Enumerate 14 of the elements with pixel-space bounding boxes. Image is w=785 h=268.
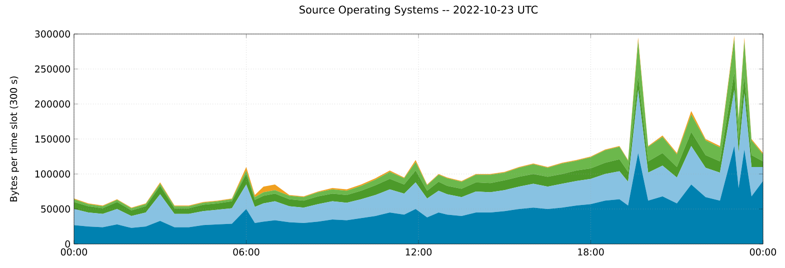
y-tick-label: 150000	[35, 135, 70, 143]
y-tick-label: 200000	[35, 100, 70, 108]
x-tick-label: 00:00	[750, 248, 776, 256]
y-tick-label: 50000	[41, 205, 70, 213]
x-tick-label: 06:00	[233, 248, 260, 256]
y-tick-label: 300000	[35, 30, 70, 38]
y-tick-label: 250000	[35, 65, 70, 73]
y-tick-label: 100000	[35, 170, 70, 178]
y-axis-title: Bytes per time slot (300 s)	[10, 76, 19, 202]
x-tick-label: 12:00	[406, 248, 432, 256]
y-tick-label: 0	[65, 240, 70, 248]
chart-title: Source Operating Systems -- 2022-10-23 UTC	[300, 5, 538, 16]
x-tick-label: 18:00	[578, 248, 604, 256]
x-tick-label: 00:00	[60, 248, 88, 256]
